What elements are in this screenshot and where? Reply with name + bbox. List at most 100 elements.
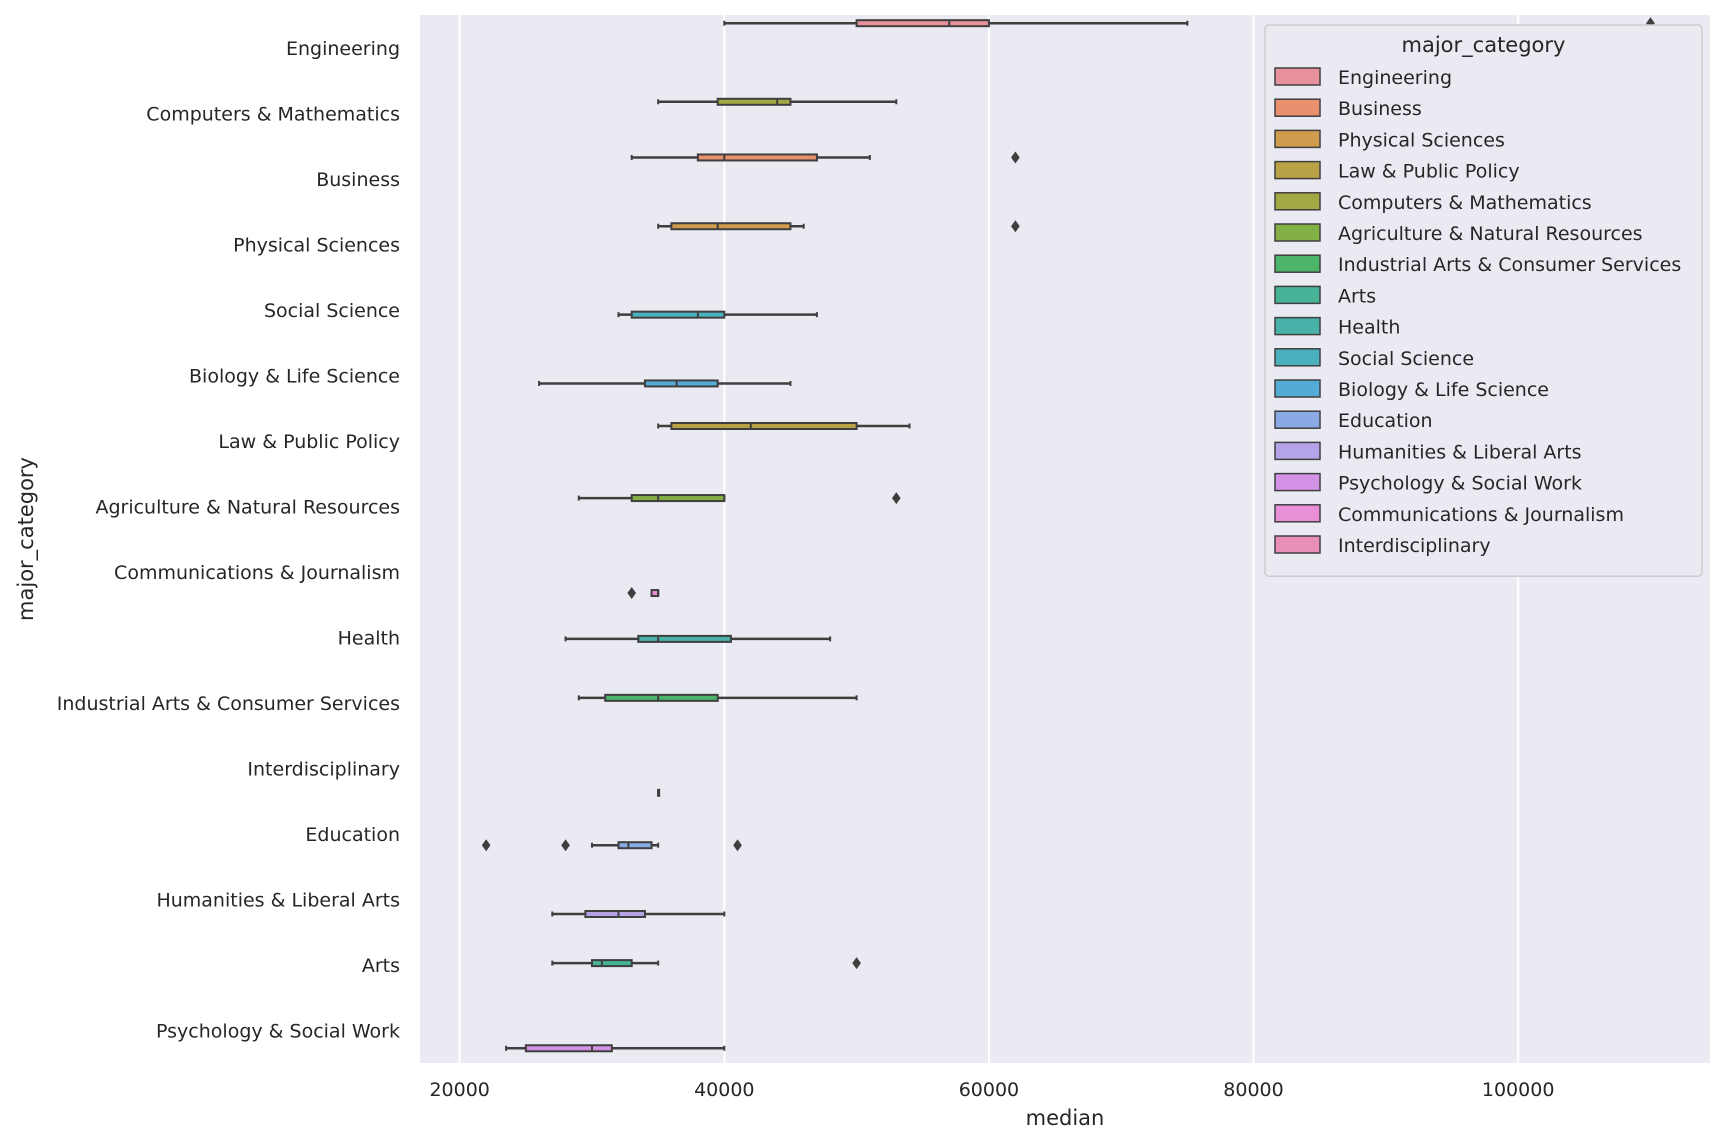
- y-axis-title: major_category: [14, 457, 39, 621]
- y-axis-ticks: Engineering Computers & Mathematics Busine…: [57, 38, 400, 1043]
- box: [630, 494, 726, 503]
- legend-title: major_category: [1402, 33, 1566, 58]
- legend-swatch: [1274, 535, 1321, 554]
- legend-item: Education: [1274, 410, 1433, 432]
- y-tick-label: Agriculture & Natural Resources: [95, 496, 400, 518]
- box-group: [564, 634, 832, 643]
- box: [617, 841, 653, 850]
- legend-items: Engineering Business Physical Sciences Law …: [1274, 67, 1681, 557]
- y-tick-label: Interdisciplinary: [247, 758, 400, 780]
- legend-item: Communications & Journalism: [1274, 504, 1624, 526]
- legend-item: Social Science: [1274, 348, 1474, 370]
- legend-item: Biology & Life Science: [1274, 379, 1549, 401]
- legend-swatch: [1274, 379, 1321, 398]
- y-tick-label: Biology & Life Science: [189, 365, 400, 387]
- outlier-marker: [891, 492, 901, 505]
- box-group: [505, 1044, 726, 1053]
- legend-label: Interdisciplinary: [1338, 535, 1491, 557]
- legend-label: Humanities & Liberal Arts: [1338, 441, 1582, 463]
- outlier-marker: [561, 839, 570, 852]
- y-tick-label: Law & Public Policy: [218, 431, 400, 453]
- legend-swatch: [1274, 472, 1321, 492]
- legend-swatch: [1274, 129, 1321, 149]
- y-tick-label: Social Science: [264, 300, 400, 322]
- legend-item: Physical Sciences: [1274, 129, 1505, 151]
- box-group: [577, 693, 858, 702]
- x-tick-label: 100000: [1482, 1079, 1555, 1101]
- box-series: [481, 17, 1655, 1053]
- box-group: [551, 909, 726, 918]
- gridlines: [458, 15, 1520, 1063]
- box-group: [551, 957, 861, 970]
- x-tick-label: 40000: [694, 1079, 754, 1101]
- box-group: [630, 151, 1020, 164]
- box: [604, 693, 719, 702]
- box-group: [577, 492, 901, 505]
- legend-swatch: [1274, 504, 1321, 523]
- box-group: [617, 310, 818, 319]
- legend-swatch: [1274, 254, 1321, 273]
- box: [630, 310, 726, 319]
- box-group: [657, 97, 898, 106]
- legend-label: Psychology & Social Work: [1338, 473, 1582, 495]
- y-tick-label: Business: [316, 169, 400, 191]
- x-axis-ticks: 20000 40000 60000 80000 100000: [429, 1079, 1554, 1101]
- outlier-marker: [733, 839, 742, 852]
- legend-label: Engineering: [1338, 67, 1452, 89]
- x-axis-title: median: [1026, 1106, 1105, 1130]
- legend-item: Computers & Mathematics: [1274, 192, 1592, 214]
- legend-swatch: [1274, 98, 1321, 117]
- legend-label: Computers & Mathematics: [1338, 192, 1592, 214]
- x-tick-label: 80000: [1223, 1079, 1283, 1101]
- box: [696, 153, 818, 162]
- y-tick-label: Arts: [362, 955, 400, 977]
- legend-label: Education: [1338, 410, 1433, 432]
- x-tick-label: 60000: [959, 1079, 1019, 1101]
- outlier-marker: [1011, 151, 1020, 164]
- box-group: [723, 17, 1655, 30]
- legend-item: Engineering: [1274, 67, 1452, 89]
- legend-frame: [1264, 24, 1703, 577]
- legend-swatch: [1274, 285, 1321, 305]
- box: [670, 222, 792, 231]
- legend-label: Law & Public Policy: [1338, 161, 1520, 183]
- legend-label: Social Science: [1338, 348, 1474, 370]
- box: [591, 959, 633, 968]
- legend-item: Agriculture & Natural Resources: [1274, 223, 1643, 245]
- y-tick-label: Industrial Arts & Consumer Services: [57, 693, 400, 715]
- legend-label: Health: [1338, 317, 1400, 339]
- outlier-marker: [481, 839, 491, 852]
- y-tick-label: Health: [338, 627, 400, 649]
- box: [855, 19, 990, 28]
- legend-label: Biology & Life Science: [1338, 379, 1549, 401]
- box-group: [627, 587, 660, 600]
- outlier-marker: [627, 587, 637, 600]
- legend-item: Business: [1274, 98, 1422, 120]
- legend-swatch: [1274, 410, 1321, 429]
- y-tick-label: Education: [305, 824, 400, 846]
- y-tick-label: Humanities & Liberal Arts: [156, 889, 400, 911]
- outlier-marker: [852, 957, 861, 970]
- y-tick-label: Computers & Mathematics: [146, 103, 400, 125]
- box: [716, 97, 792, 106]
- box-group: [657, 220, 1020, 233]
- legend-label: Arts: [1338, 285, 1376, 307]
- box: [524, 1044, 613, 1053]
- legend-swatch: [1274, 160, 1321, 180]
- legend-label: Industrial Arts & Consumer Services: [1338, 254, 1681, 276]
- box: [584, 909, 646, 918]
- box-group: [657, 422, 911, 431]
- box: [637, 634, 732, 643]
- y-tick-label: Physical Sciences: [233, 234, 400, 256]
- legend-item: Law & Public Policy: [1274, 160, 1520, 183]
- box: [670, 422, 858, 431]
- legend-item: Humanities & Liberal Arts: [1274, 441, 1582, 463]
- legend-item: Interdisciplinary: [1274, 535, 1491, 557]
- legend: major_category Engineering Business Physic…: [1264, 24, 1703, 577]
- legend-label: Business: [1338, 98, 1422, 120]
- legend-item: Arts: [1274, 285, 1376, 307]
- box-group: [538, 379, 792, 388]
- y-tick-label: Psychology & Social Work: [156, 1020, 400, 1042]
- legend-item: Health: [1274, 317, 1400, 339]
